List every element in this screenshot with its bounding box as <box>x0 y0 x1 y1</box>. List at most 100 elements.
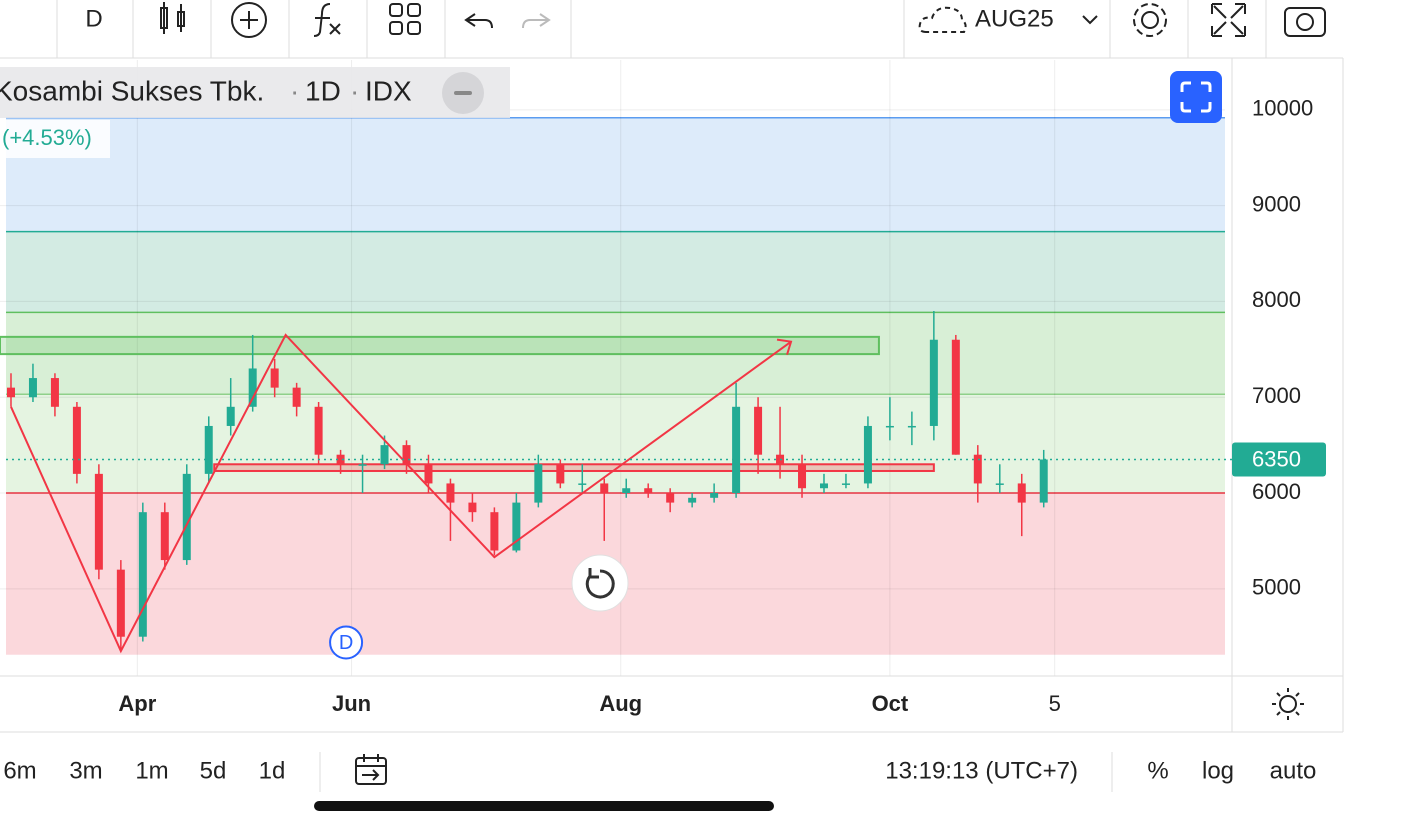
candle-body <box>556 464 565 484</box>
candle-body <box>402 445 411 465</box>
symbol-name[interactable]: Kosambi Sukses Tbk. <box>0 75 264 106</box>
candle-body <box>710 493 719 498</box>
drawing-rect <box>0 335 880 356</box>
toolbar-icons[interactable] <box>160 2 1326 38</box>
candle-body <box>973 454 982 484</box>
candle-body <box>732 406 741 494</box>
bottom-bar: 6m 3m 1m 5d 1d 13:19:13 (UTC+7)% log auto <box>3 757 1316 784</box>
legend-exchange: IDX <box>365 75 412 106</box>
dividend-label: D <box>339 632 353 654</box>
candle-body <box>819 483 828 489</box>
date-range-icon[interactable] <box>355 754 387 785</box>
candle-body <box>1039 459 1048 503</box>
candle-body <box>6 387 15 398</box>
drawing-rect <box>213 463 935 472</box>
candle-body <box>666 493 675 503</box>
candle-body <box>929 339 938 426</box>
symbol-button[interactable]: AUG25 <box>975 5 1054 32</box>
x-tick-label: 5 <box>1049 691 1061 716</box>
candle-body <box>226 406 235 426</box>
candle-body <box>622 488 631 494</box>
candle-body <box>951 339 960 455</box>
arrow-head <box>776 338 793 355</box>
legend-interval: 1D <box>305 75 341 106</box>
x-tick-label: Oct <box>872 691 909 716</box>
x-tick-label: Jun <box>332 691 371 716</box>
timeframe-button[interactable]: 3m <box>69 757 102 784</box>
zigzag-line <box>10 333 792 654</box>
candle-body <box>182 473 191 561</box>
candle-body <box>490 512 499 551</box>
reset-button[interactable] <box>571 554 629 612</box>
candle-body <box>688 497 697 503</box>
candle-body <box>314 406 323 455</box>
toolbar <box>0 0 1343 59</box>
x-tick-label: Aug <box>599 691 642 716</box>
candle-body <box>248 368 257 407</box>
candle-body <box>72 406 81 474</box>
change-bg <box>0 120 110 158</box>
clock: 13:19:13 (UTC+7) <box>885 757 1078 784</box>
timeframe-button[interactable]: 6m <box>3 757 36 784</box>
y-tick-label: 5000 <box>1252 575 1301 600</box>
candle-body <box>94 473 103 570</box>
candle-body <box>907 425 916 428</box>
candle-body <box>798 464 807 489</box>
scale-option[interactable]: log <box>1202 757 1234 784</box>
price-change: (+4.53%) <box>2 125 92 150</box>
home-indicator <box>314 801 774 811</box>
timeframe-button[interactable]: 1m <box>135 757 168 784</box>
candle-body <box>160 512 169 561</box>
candle-body <box>534 464 543 503</box>
zone <box>6 117 1225 232</box>
last-price-box <box>1232 442 1326 477</box>
legend-bg <box>0 67 510 118</box>
separator: · <box>350 75 359 106</box>
candle-body <box>292 387 301 407</box>
candle-body <box>446 483 455 503</box>
candle-body <box>380 445 389 465</box>
axis-settings[interactable] <box>1272 688 1304 720</box>
fullscreen-button[interactable] <box>1170 71 1222 123</box>
candle-body <box>644 488 653 494</box>
candle-body <box>600 483 609 494</box>
y-tick-label: 9000 <box>1252 191 1301 216</box>
scale-option[interactable]: % <box>1147 757 1168 784</box>
candle-body <box>336 454 345 465</box>
candle-body <box>358 464 367 466</box>
candle-body <box>116 569 125 637</box>
x-tick-label: Apr <box>118 691 156 716</box>
plot-area: D <box>0 60 1225 676</box>
interval-button[interactable]: D <box>85 5 102 32</box>
candle-body <box>841 483 850 485</box>
y-tick-label: 6000 <box>1252 479 1301 504</box>
dividend-marker <box>329 625 364 660</box>
candle-body <box>424 464 433 484</box>
y-tick-label: 8000 <box>1252 287 1301 312</box>
timeframe-button[interactable]: 1d <box>259 757 286 784</box>
candle-body <box>28 378 37 398</box>
last-price-label: 6350 <box>1252 446 1301 471</box>
candle-body <box>863 425 872 484</box>
collapse-icon <box>454 91 472 95</box>
candle-body <box>138 512 147 637</box>
candle-body <box>1017 483 1026 503</box>
scale-option[interactable]: auto <box>1270 757 1317 784</box>
reset-icon <box>585 568 615 599</box>
candle-body <box>270 368 279 388</box>
candle-body <box>512 502 521 551</box>
candle-body <box>204 425 213 474</box>
fullscreen-icon <box>1180 81 1212 113</box>
candle-body <box>50 378 59 407</box>
y-tick-label: 10000 <box>1252 96 1313 121</box>
zone <box>6 231 1225 313</box>
candle-body <box>995 483 1004 485</box>
candle-body <box>754 406 763 455</box>
y-tick-label: 7000 <box>1252 383 1301 408</box>
candle-body <box>578 483 587 485</box>
separator: · <box>290 75 299 106</box>
timeframe-button[interactable]: 5d <box>200 757 227 784</box>
candle-body <box>468 502 477 513</box>
candle-body <box>885 425 894 428</box>
